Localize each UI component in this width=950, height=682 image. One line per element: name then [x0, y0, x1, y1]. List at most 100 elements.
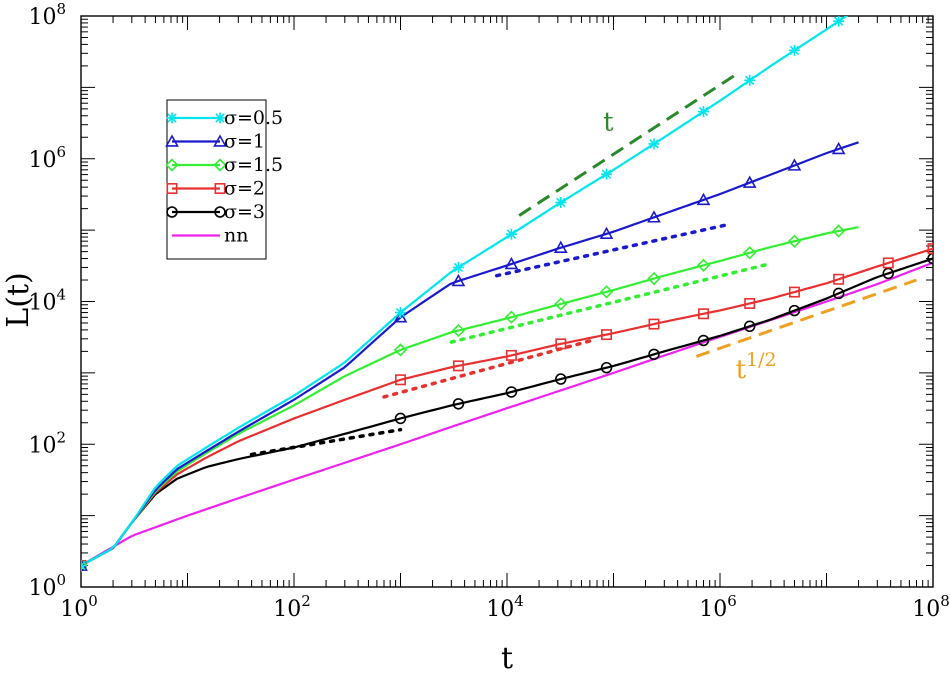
marker-star-stroke — [601, 169, 612, 179]
marker-square — [788, 286, 800, 298]
marker-diamond — [832, 224, 846, 238]
legend-label: σ=2 — [224, 178, 265, 200]
marker-square — [601, 329, 612, 341]
marker-star-stroke — [395, 307, 406, 318]
marker-square — [555, 338, 567, 350]
guide-line — [449, 261, 773, 344]
marker-diamond — [451, 323, 466, 338]
guide-label-exponent: 1/2 — [746, 349, 777, 371]
marker-square — [505, 349, 517, 361]
marker-star — [555, 196, 567, 208]
legend: σ=0.5σ=1σ=1.5σ=2σ=3nn — [165, 99, 283, 260]
marker-circle — [743, 320, 756, 333]
marker-triangle — [742, 175, 757, 188]
marker-star-stroke — [81, 564, 86, 571]
legend-label: σ=0.5 — [224, 107, 283, 129]
marker-star — [81, 560, 87, 572]
marker-square — [214, 183, 226, 194]
guide-line — [695, 278, 917, 358]
marker-star — [452, 261, 464, 273]
marker-diamond — [165, 158, 179, 172]
marker-square — [395, 374, 406, 386]
series-line — [81, 261, 933, 567]
legend-label: σ=3 — [224, 201, 265, 223]
x-tick-label: 108 — [912, 592, 950, 622]
marker-diamond — [81, 558, 88, 573]
x-tick-exponent: 6 — [727, 592, 737, 610]
marker-star — [214, 112, 226, 124]
guide-line — [382, 339, 592, 399]
marker-diamond — [554, 297, 568, 311]
marker-triangle — [213, 134, 227, 147]
y-tick-exponent: 6 — [56, 143, 66, 161]
marker-diamond — [696, 258, 711, 272]
marker-diamond — [787, 234, 802, 248]
marker-star — [648, 138, 660, 150]
marker-triangle — [165, 134, 179, 147]
series-lines — [81, 16, 933, 567]
legend-label: nn — [224, 225, 248, 247]
marker-star-stroke — [215, 113, 225, 123]
marker-circle — [648, 348, 660, 361]
marker-star-stroke — [789, 45, 800, 56]
y-tick-exponent: 2 — [56, 428, 66, 446]
marker-star-stroke — [453, 262, 464, 273]
marker-star-stroke — [833, 16, 844, 26]
x-tick-label: 102 — [273, 592, 311, 622]
marker-diamond — [213, 158, 227, 172]
marker-circle — [505, 386, 518, 398]
series-markers — [81, 16, 933, 573]
marker-square — [698, 308, 709, 320]
marker-circle — [697, 334, 710, 347]
marker-square — [927, 243, 933, 255]
x-tick-exponent: 4 — [514, 592, 524, 610]
marker-square — [166, 183, 178, 194]
guide-label: t1/2 — [736, 349, 777, 385]
y-tick-label: 102 — [28, 428, 66, 458]
marker-star-stroke — [556, 197, 566, 208]
marker-star — [744, 74, 756, 86]
marker-star — [601, 168, 613, 180]
marker-star-stroke — [649, 139, 659, 149]
legend-label: σ=1 — [224, 131, 265, 153]
marker-square — [452, 360, 464, 372]
marker-diamond — [393, 343, 408, 357]
marker-circle — [882, 267, 894, 280]
y-tick-label: 106 — [28, 143, 66, 173]
marker-circle — [832, 287, 845, 300]
y-tick-label: 108 — [28, 0, 66, 30]
x-tick-label: 100 — [60, 592, 98, 622]
marker-diamond — [599, 285, 614, 299]
marker-star-stroke — [167, 113, 177, 123]
guide-line — [494, 222, 731, 278]
marker-star-stroke — [698, 106, 709, 117]
marker-triangle — [599, 226, 614, 240]
marker-triangle — [504, 256, 519, 270]
guide-line — [518, 71, 740, 217]
marker-circle — [600, 361, 613, 374]
marker-diamond — [504, 310, 519, 324]
marker-triangle — [553, 240, 568, 253]
marker-square — [744, 298, 756, 309]
marker-diamond — [647, 271, 661, 286]
y-tick-exponent: 4 — [56, 286, 66, 304]
marker-triangle — [451, 273, 466, 287]
marker-star — [698, 106, 710, 118]
x-tick-exponent: 2 — [301, 592, 311, 610]
marker-square — [882, 257, 894, 269]
y-tick-exponent: 8 — [56, 0, 66, 18]
marker-circle — [166, 206, 178, 218]
marker-star — [788, 44, 800, 56]
marker-circle — [394, 412, 407, 425]
marker-star-stroke — [506, 229, 517, 239]
marker-star — [505, 228, 517, 240]
marker-square — [648, 318, 660, 330]
marker-square — [833, 273, 845, 285]
marker-star-stroke — [744, 75, 755, 86]
marker-triangle — [787, 158, 802, 171]
marker-circle — [788, 304, 801, 317]
guide-label: t — [603, 107, 614, 137]
